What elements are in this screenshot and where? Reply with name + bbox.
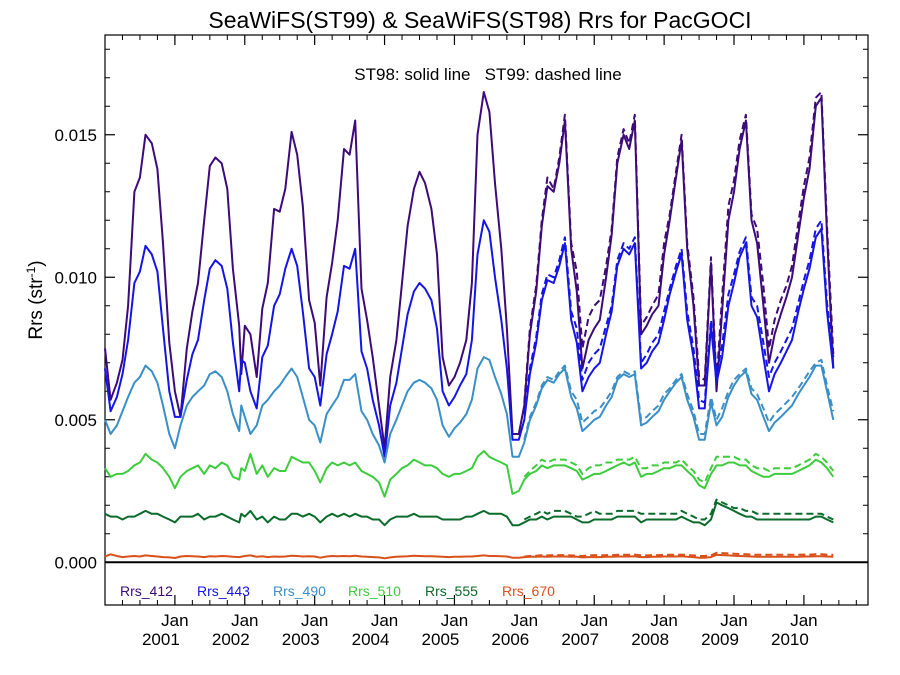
x-tick-label-year: 2005 [422,630,460,649]
x-tick-label-year: 2006 [491,630,529,649]
x-tick-label-year: 2008 [631,630,669,649]
series-rrs-490-st99-dashed-line [523,358,835,440]
y-axis-label-main: Rrs (str [26,277,47,340]
series-rrs-412-st99-dashed-line [523,91,835,403]
x-tick-label-year: 2004 [352,630,390,649]
y-tick-label: 0.010 [54,268,97,287]
x-tick-label-month: Jan [650,611,677,630]
y-axis-label-exponent: -1 [24,266,38,277]
series-rrs-670-st98-solid-line [104,553,834,560]
y-axis-label: Rrs (str-1) [24,260,47,339]
x-tick-label-year: 2007 [561,630,599,649]
x-tick-label-year: 2009 [701,630,739,649]
y-tick-label: 0.015 [54,126,97,145]
series-rrs-490-st98-solid-line [104,356,835,464]
x-tick-label-year: 2002 [212,630,250,649]
legend-entry: Rrs_670 [502,583,555,599]
x-tick-label-year: 2003 [282,630,320,649]
legend-entry: Rrs_510 [348,583,401,599]
x-tick-label-month: Jan [511,611,538,630]
x-tick-label-month: Jan [301,611,328,630]
x-tick-label-month: Jan [161,611,188,630]
x-tick-label-month: Jan [581,611,608,630]
legend-entry: Rrs_412 [120,583,173,599]
series-rrs-555-st99-dashed-line [523,498,834,521]
series-rrs-555-st98-solid-line [104,501,834,527]
plot-frame [104,34,869,606]
series-rrs-510-st98-solid-line [104,450,835,498]
legend-entry: Rrs_555 [425,583,478,599]
x-tick-label-month: Jan [371,611,398,630]
series-rrs-412-st98-solid-line [104,91,835,450]
x-tick-label-year: 2001 [142,630,180,649]
legend-entry: Rrs_490 [273,583,326,599]
series-rrs-510-st99-dashed-line [523,452,835,484]
y-tick-label: 0.000 [54,553,97,572]
series-rrs-670-st99-dashed-line [524,551,834,558]
x-tick-label-month: Jan [441,611,468,630]
x-tick-label-month: Jan [720,611,747,630]
line-style-annotation: ST98: solid line ST99: dashed line [354,65,621,84]
series-rrs-443-st99-dashed-line [523,219,835,415]
plot-area: 0.0000.0050.0100.015Jan2001Jan2002Jan200… [54,34,869,649]
series-rrs-443-st98-solid-line [104,219,835,458]
x-tick-label-year: 2010 [771,630,809,649]
y-axis-label-close: ) [26,260,47,266]
x-tick-label-month: Jan [790,611,817,630]
legend-entry: Rrs_443 [197,583,250,599]
y-tick-label: 0.005 [54,411,97,430]
chart-title: SeaWiFS(ST99) & SeaWiFS(ST98) Rrs for Pa… [208,7,751,33]
x-tick-label-month: Jan [231,611,258,630]
